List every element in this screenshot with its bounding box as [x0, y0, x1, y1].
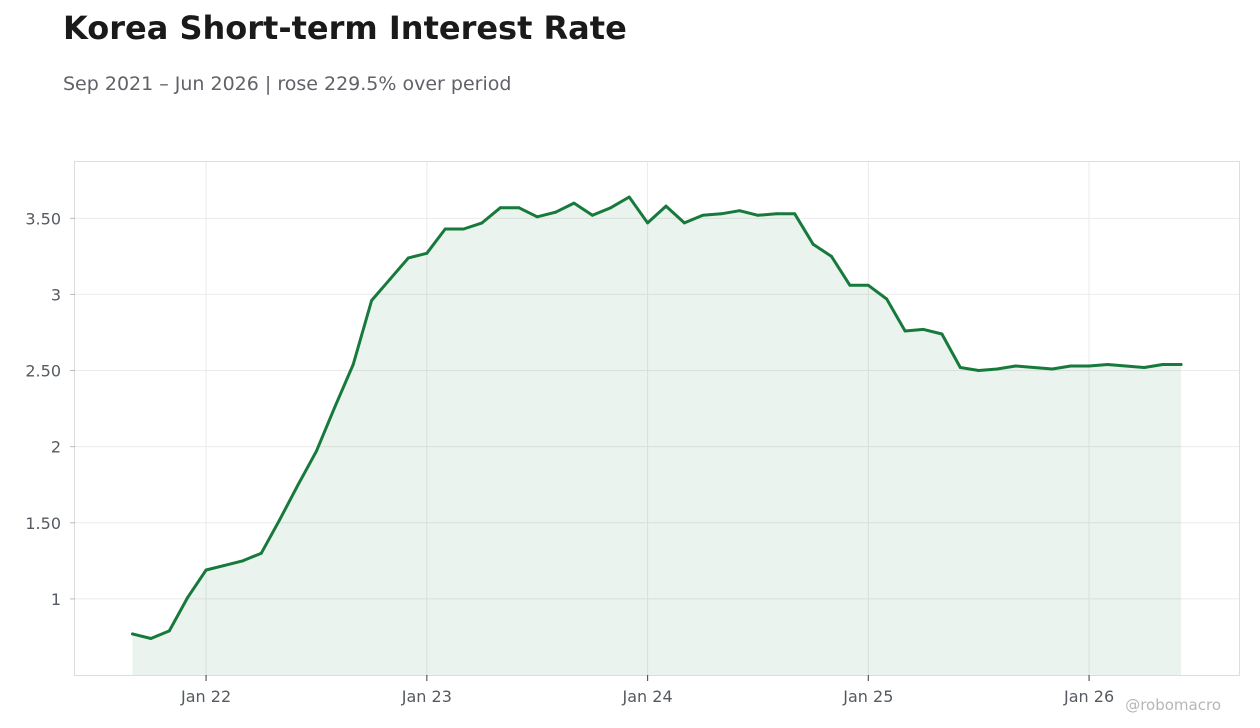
data-point [167, 629, 171, 633]
data-point [848, 283, 852, 287]
grid-lines [75, 162, 1239, 675]
data-point [499, 206, 502, 210]
x-tick-label: Jan 25 [842, 687, 893, 706]
data-point [977, 369, 981, 372]
data-point [149, 637, 153, 640]
data-point [756, 213, 760, 217]
x-axis: Jan 22 Jan 23 Jan 24 Jan 25 Jan 26 [180, 675, 1114, 706]
x-tick-label: Jan 24 [622, 687, 673, 706]
data-point [922, 328, 925, 331]
data-point [683, 221, 686, 225]
data-point [591, 213, 594, 217]
data-point [223, 564, 226, 567]
data-point [407, 256, 410, 260]
y-tick-label: 2.50 [25, 362, 61, 381]
data-point [958, 366, 962, 369]
data-point [774, 212, 778, 216]
y-tick-label: 1.50 [25, 514, 61, 533]
data-point [425, 251, 429, 255]
data-point [204, 568, 208, 572]
data-point [296, 483, 300, 487]
data-point [1106, 363, 1109, 366]
data-point [793, 212, 797, 216]
y-axis: 1 1.50 2 2.50 3 3.50 [25, 209, 75, 609]
area-fill-group [132, 197, 1182, 675]
data-point [186, 596, 190, 599]
data-point [333, 405, 337, 409]
data-point [278, 518, 282, 522]
data-point [241, 559, 245, 563]
data-point [940, 332, 944, 336]
data-point [480, 221, 484, 225]
x-tick-label: Jan 22 [180, 687, 231, 706]
data-point [609, 206, 613, 210]
data-point [1032, 366, 1036, 369]
plot-frame [74, 161, 1240, 676]
data-point [738, 209, 741, 213]
data-point [885, 297, 889, 301]
data-point [811, 242, 815, 246]
data-point [1069, 364, 1073, 368]
data-point [1050, 367, 1054, 371]
y-tick-label: 1 [51, 590, 61, 609]
data-point [995, 367, 999, 371]
data-point [866, 283, 870, 287]
data-point [535, 215, 539, 219]
data-point [627, 195, 631, 199]
data-point [351, 363, 355, 366]
data-point [388, 277, 392, 281]
data-point [1161, 363, 1165, 366]
data-point [1014, 364, 1017, 368]
data-point [701, 213, 705, 217]
data-point [259, 551, 263, 555]
series-area-fill [132, 197, 1182, 675]
data-point [1124, 364, 1128, 368]
y-tick-label: 3.50 [25, 209, 61, 228]
data-point [572, 201, 576, 205]
data-point [370, 299, 373, 302]
y-tick-label: 3 [51, 285, 61, 304]
series-line-group [131, 195, 1183, 640]
data-point [664, 204, 668, 208]
x-tick-label: Jan 23 [401, 687, 452, 706]
data-point [443, 227, 447, 231]
chart-title: Korea Short-term Interest Rate [63, 9, 627, 47]
data-point [646, 221, 649, 225]
data-point [131, 632, 134, 636]
data-point [462, 227, 465, 231]
data-point [719, 212, 723, 216]
data-point [1179, 363, 1183, 366]
y-tick-label: 2 [51, 438, 61, 457]
data-point [830, 255, 833, 258]
data-point [1142, 366, 1146, 369]
data-point [315, 449, 318, 453]
x-tick-label: Jan 26 [1063, 687, 1114, 706]
series-line [131, 195, 1183, 640]
watermark-text: @robomacro [1125, 696, 1221, 714]
data-point [517, 206, 521, 210]
chart-subtitle: Sep 2021 – Jun 2026 | rose 229.5% over p… [63, 73, 512, 95]
data-point [903, 329, 907, 333]
data-point [554, 210, 557, 214]
data-point [1087, 364, 1091, 368]
